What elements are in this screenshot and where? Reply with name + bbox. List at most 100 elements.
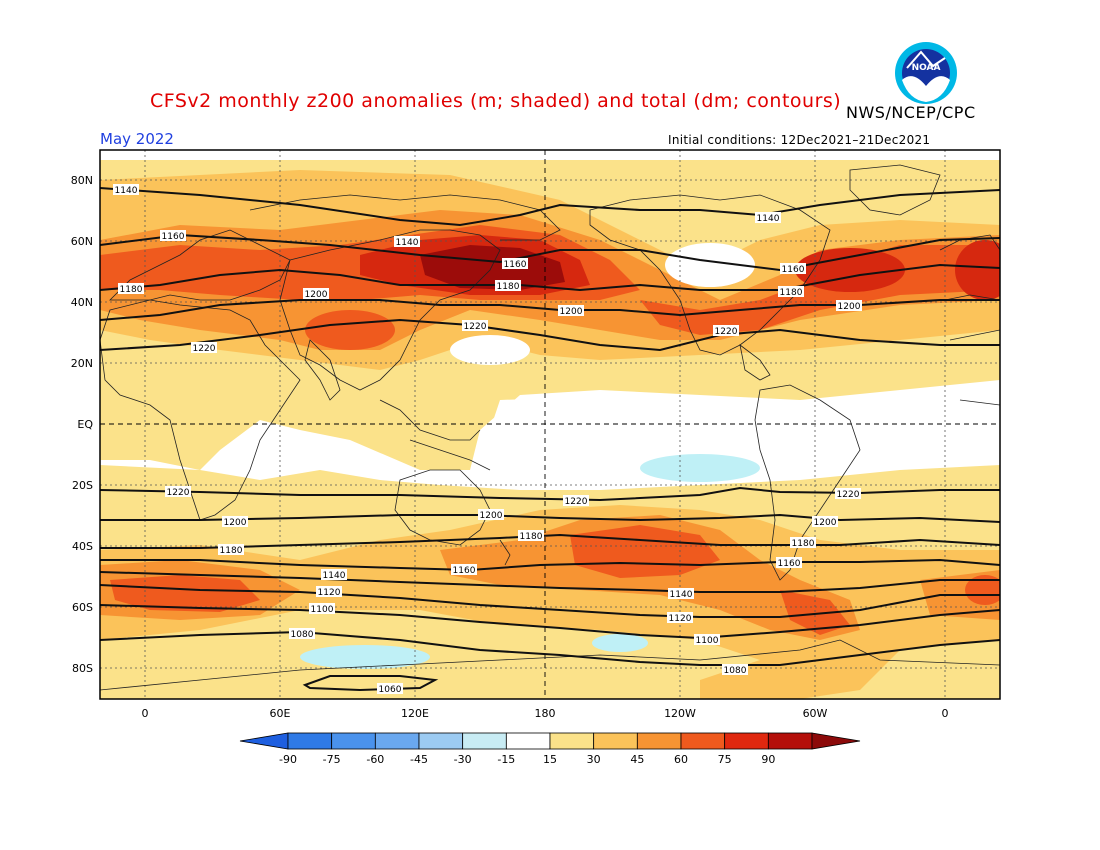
contour-label: 1220 xyxy=(837,490,860,500)
agency-label: NWS/NCEP/CPC xyxy=(846,103,976,122)
shade-neg-sh2 xyxy=(592,634,648,652)
colorbar-swatch xyxy=(418,732,464,750)
contour-label: 1140 xyxy=(115,186,138,196)
colorbar-min-arrow xyxy=(239,732,289,750)
contour-1220-nh xyxy=(100,318,1000,352)
contour-1060-sh xyxy=(302,675,439,692)
contour-1160-sh xyxy=(100,558,1000,572)
lon-tick: 120E xyxy=(401,707,429,720)
contour-label: 1220 xyxy=(715,327,738,337)
contour-1160-nh xyxy=(100,233,1000,272)
shade-sh-60c xyxy=(780,590,850,635)
contour-label: 1180 xyxy=(497,282,520,292)
contour-1200-sh xyxy=(100,513,1000,523)
lat-tick: 20S xyxy=(72,479,93,492)
lat-tick: EQ xyxy=(77,418,93,431)
contour-label: 1180 xyxy=(780,288,803,298)
contour-label: 1200 xyxy=(224,518,247,528)
noaa-logo-text: NOAA xyxy=(912,63,941,73)
map-frame xyxy=(99,149,1001,700)
shade-nh-60b xyxy=(640,245,1000,335)
colorbar: -90 -75 -60 -45 -30 -15 15 30 45 60 75 90 xyxy=(239,732,861,766)
colorbar-swatch xyxy=(636,732,682,750)
lat-tick: 80S xyxy=(72,662,93,675)
colorbar-swatch xyxy=(593,732,638,750)
lon-tick: 120W xyxy=(664,707,696,720)
colorbar-tick: -60 xyxy=(366,753,384,766)
contour-label: 1120 xyxy=(318,588,341,598)
colorbar-swatch xyxy=(331,732,376,750)
contour-1120-sh xyxy=(100,584,1000,618)
map-title: CFSv2 monthly z200 anomalies (m; shaded)… xyxy=(150,90,842,112)
shade-neg-tropics xyxy=(640,454,760,482)
lat-tick: 80N xyxy=(71,174,93,187)
colorbar-swatch xyxy=(767,732,813,750)
shade-sh-30 xyxy=(100,505,1000,699)
contour-label: 1200 xyxy=(814,518,837,528)
lat-tick: 20N xyxy=(71,357,93,370)
contour-label: 1180 xyxy=(792,539,815,549)
contour-label: 1160 xyxy=(162,232,185,242)
lon-axis: 0 60E 120E 180 120W 60W 0 xyxy=(142,707,949,720)
contour-label: 1060 xyxy=(379,685,402,695)
lat-tick: 60N xyxy=(71,235,93,248)
contour-label: 1140 xyxy=(757,214,780,224)
contour-1100-sh xyxy=(100,604,1000,640)
lat-tick: 40S xyxy=(72,540,93,553)
contour-1180-sh xyxy=(100,533,1000,549)
colorbar-swatch xyxy=(462,732,507,750)
lon-tick: 60E xyxy=(270,707,291,720)
contour-label: 1080 xyxy=(291,630,314,640)
colorbar-swatch xyxy=(549,732,595,750)
colorbar-swatch xyxy=(724,732,769,750)
lon-tick: 0 xyxy=(942,707,949,720)
contour-1140-sh xyxy=(100,571,1000,593)
coastlines xyxy=(100,164,1000,691)
shade-neg-sh xyxy=(300,645,430,669)
colorbar-tick: 60 xyxy=(674,753,688,766)
contour-label: 1080 xyxy=(724,666,747,676)
lat-tick: 40N xyxy=(71,296,93,309)
colorbar-tick: 75 xyxy=(718,753,732,766)
colorbar-tick: 45 xyxy=(630,753,644,766)
contour-label: 1120 xyxy=(669,614,692,624)
contour-label: 1100 xyxy=(311,605,334,615)
colorbar-tick: -30 xyxy=(454,753,472,766)
contour-label: 1140 xyxy=(323,571,346,581)
shade-sh-60 xyxy=(110,575,260,612)
colorbar-tick: -45 xyxy=(410,753,428,766)
contour-label: 1220 xyxy=(565,497,588,507)
colorbar-swatch xyxy=(287,732,333,750)
contour-label: 1160 xyxy=(778,559,801,569)
contour-1140-nh xyxy=(100,187,1000,227)
noaa-logo: NOAA xyxy=(895,42,957,104)
contour-label: 1160 xyxy=(782,265,805,275)
contour-label: 1140 xyxy=(396,238,419,248)
lat-tick: 60S xyxy=(72,601,93,614)
colorbar-swatch xyxy=(680,732,726,750)
colorbar-max-arrow xyxy=(811,732,861,750)
lat-axis: 80N 60N 40N 20N EQ 20S 40S 60S 80S xyxy=(71,174,94,675)
initial-conditions: Initial conditions: 12Dec2021–21Dec2021 xyxy=(668,133,931,147)
colorbar-swatch xyxy=(505,732,551,750)
lon-tick: 0 xyxy=(142,707,149,720)
colorbar-tick: 15 xyxy=(543,753,557,766)
lon-tick: 180 xyxy=(535,707,556,720)
contour-label: 1200 xyxy=(838,302,861,312)
contour-label: 1220 xyxy=(464,322,487,332)
forecast-month: May 2022 xyxy=(100,130,174,148)
contour-label: 1140 xyxy=(670,590,693,600)
contour-label: 1200 xyxy=(560,307,583,317)
contour-label: 1200 xyxy=(480,511,503,521)
contour-label: 1160 xyxy=(453,566,476,576)
colorbar-swatch xyxy=(374,732,420,750)
contour-label: 1160 xyxy=(504,260,527,270)
contour-label: 1180 xyxy=(120,285,143,295)
lon-tick: 60W xyxy=(803,707,828,720)
contour-label: 1180 xyxy=(220,546,243,556)
contour-label: 1220 xyxy=(193,344,216,354)
contour-label: 1220 xyxy=(167,488,190,498)
colorbar-tick: 90 xyxy=(761,753,775,766)
colorbar-tick: -15 xyxy=(497,753,515,766)
